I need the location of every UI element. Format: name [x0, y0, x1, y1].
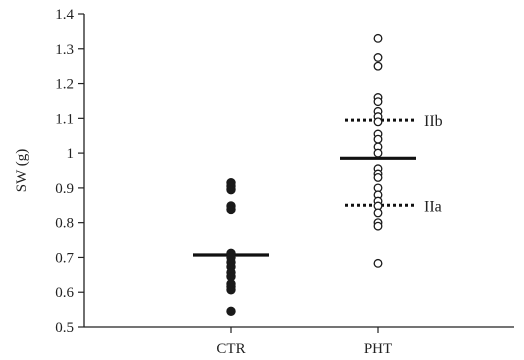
x-axis-ticks: CTR PHT	[216, 327, 392, 357]
data-point-pht	[373, 221, 383, 231]
x-tick-label-ctr: CTR	[216, 341, 245, 357]
data-point-ctr	[226, 184, 236, 195]
data-point-ctr	[226, 285, 236, 295]
data-point-pht	[373, 61, 383, 71]
data-point-pht	[373, 258, 383, 268]
data-point-pht	[373, 117, 383, 127]
data-point-ctr	[226, 204, 236, 215]
data-point-pht	[373, 33, 383, 43]
reference-label-iia: IIa	[424, 198, 442, 215]
reference-label-iib: IIb	[424, 113, 443, 130]
y-tick-label: 1.1	[55, 111, 74, 127]
y-axis-label: SW (g)	[14, 149, 30, 192]
reference-lines: IIb IIa	[345, 113, 443, 215]
axes	[83, 14, 514, 328]
y-tick-label: 1.4	[55, 7, 74, 23]
y-tick-label: 0.9	[55, 181, 74, 197]
data-point-pht	[373, 53, 383, 62]
x-tick-label-pht: PHT	[364, 341, 392, 357]
y-tick-label: 0.5	[55, 320, 74, 336]
y-tick-label: 1.2	[55, 77, 74, 93]
y-tick-label: 0.6	[55, 285, 74, 301]
data-point-pht	[373, 208, 383, 218]
data-point-pht	[373, 148, 383, 158]
y-tick-label: 1.3	[55, 42, 74, 58]
data-points	[226, 33, 383, 317]
y-tick-label: 1	[67, 146, 75, 162]
y-tick-label: 0.7	[55, 250, 74, 266]
data-point-pht	[373, 134, 383, 144]
y-axis-ticks: 0.5 0.6 0.7 0.8 0.9 1 1.1 1.2 1.3 1.4	[55, 7, 84, 336]
data-point-pht	[373, 173, 383, 182]
data-point-pht	[373, 97, 383, 107]
data-point-ctr	[226, 306, 236, 317]
y-tick-label: 0.8	[55, 216, 74, 232]
